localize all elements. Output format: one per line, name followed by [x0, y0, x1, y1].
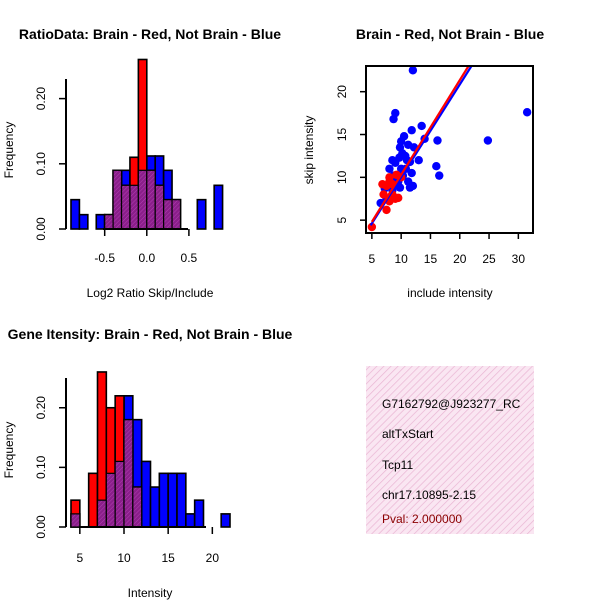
brain-point — [367, 222, 377, 232]
overlap-bar — [120, 184, 131, 230]
gene-symbol: Tcp11 — [382, 458, 413, 472]
not-brain-point — [395, 143, 405, 152]
not-brain-bar — [193, 499, 205, 528]
x-tick-label: 0.0 — [138, 251, 155, 265]
not-brain-bar — [78, 213, 89, 230]
ratio-histogram-title: RatioData: Brain - Red, Not Brain - Blue — [19, 26, 281, 42]
x-tick-label: 0.5 — [181, 251, 198, 265]
scatter-y-label: skip intensity — [302, 116, 316, 185]
scatter-x-label: include intensity — [407, 286, 492, 300]
not-brain-bar — [95, 213, 106, 230]
x-tick-label: -0.5 — [94, 251, 115, 265]
intensity-scatter: Brain - Red, Not Brain - Blue 5 10 15 20 25 3… — [302, 26, 544, 300]
not-brain-bar — [185, 513, 196, 528]
not-brain-point — [399, 132, 409, 141]
overlap-bar — [154, 184, 165, 230]
scatter-title: Brain - Red, Not Brain - Blue — [356, 26, 544, 42]
not-brain-bar — [176, 472, 187, 528]
not-brain-bar — [140, 460, 152, 528]
brain-point — [385, 173, 394, 182]
gene-x-label: Intensity — [128, 586, 173, 600]
x-tick-label: 20 — [206, 551, 220, 565]
overlap-bar — [105, 472, 116, 528]
p-value: Pval: 2.000000 — [382, 512, 462, 526]
x-tick-label: 5 — [369, 252, 376, 266]
gene-intensity-title: Gene Itensity: Brain - Red, Not Brain - … — [8, 326, 293, 342]
y-tick-label: 0.20 — [34, 87, 48, 111]
not-brain-point — [391, 158, 400, 167]
not-brain-point — [433, 136, 442, 145]
not-brain-point — [417, 121, 426, 131]
scatter-frame — [365, 65, 534, 234]
overlap-bar — [129, 184, 139, 230]
not-brain-bar — [196, 198, 207, 230]
brain-point — [378, 179, 387, 189]
overlap-bar — [146, 169, 156, 230]
overlap-bar — [114, 460, 125, 528]
ratio-histogram: RatioData: Brain - Red, Not Brain - Blue… — [2, 26, 281, 300]
x-tick-label: 10 — [394, 252, 408, 266]
y-tick-label: 10 — [335, 170, 349, 184]
y-tick-label: 20 — [335, 85, 349, 99]
not-brain-point — [389, 114, 398, 124]
not-brain-point — [414, 156, 423, 165]
brain-bar — [87, 472, 99, 528]
not-brain-point — [408, 66, 418, 75]
y-tick-label: 0.10 — [34, 455, 48, 479]
ratio-y-label: Frequency — [2, 122, 16, 179]
overlap-bar — [104, 214, 114, 230]
overlap-bar — [171, 199, 182, 230]
not-brain-point — [432, 162, 441, 171]
not-brain-point — [435, 171, 444, 180]
not-brain-point — [407, 168, 416, 178]
genomic-location: chr17.10895-2.15 — [382, 488, 476, 502]
x-tick-label: 30 — [512, 252, 526, 266]
not-brain-bar — [158, 472, 169, 528]
y-tick-label: 0.10 — [34, 152, 48, 176]
brain-point — [379, 190, 388, 199]
not-brain-point — [522, 108, 532, 117]
x-tick-label: 5 — [76, 551, 83, 565]
x-tick-label: 15 — [161, 551, 175, 565]
gene-intensity-histogram: Gene Itensity: Brain - Red, Not Brain - … — [2, 326, 293, 600]
x-tick-label: 25 — [482, 252, 496, 266]
x-tick-label: 10 — [117, 551, 131, 565]
not-brain-point — [483, 136, 493, 145]
overlap-bar — [123, 419, 134, 528]
not-brain-bar — [70, 198, 81, 230]
not-brain-point — [405, 183, 415, 192]
overlap-bar — [70, 513, 81, 528]
overlap-bar — [96, 499, 107, 528]
y-tick-label: 15 — [335, 128, 349, 142]
brain-point — [382, 205, 391, 215]
not-brain-point — [385, 164, 394, 173]
x-tick-label: 15 — [424, 252, 438, 266]
not-brain-bar — [220, 513, 231, 528]
not-brain-bar — [213, 184, 224, 230]
overlap-bar — [163, 199, 173, 230]
not-brain-bar — [167, 472, 178, 528]
y-tick-label: 0.00 — [34, 217, 48, 241]
overlap-bar — [112, 169, 123, 230]
event-type: altTxStart — [382, 427, 434, 441]
info-box-background — [366, 366, 534, 534]
brain-fit-line — [370, 66, 470, 223]
y-tick-label: 0.00 — [34, 515, 48, 539]
ratio-x-label: Log2 Ratio Skip/Include — [87, 286, 214, 300]
y-tick-label: 0.20 — [34, 396, 48, 420]
y-tick-label: 5 — [335, 216, 349, 223]
not-brain-bar — [149, 486, 161, 528]
not-brain-point — [403, 140, 413, 149]
overlap-bar — [137, 169, 148, 230]
not-brain-point — [407, 126, 416, 135]
overlap-bar — [132, 486, 143, 528]
x-tick-label: 20 — [453, 252, 467, 266]
gene-y-label: Frequency — [2, 422, 16, 479]
info-box: G7162792@J923277_RC altTxStart Tcp11 chr… — [366, 366, 600, 534]
probe-id: G7162792@J923277_RC — [382, 397, 521, 411]
